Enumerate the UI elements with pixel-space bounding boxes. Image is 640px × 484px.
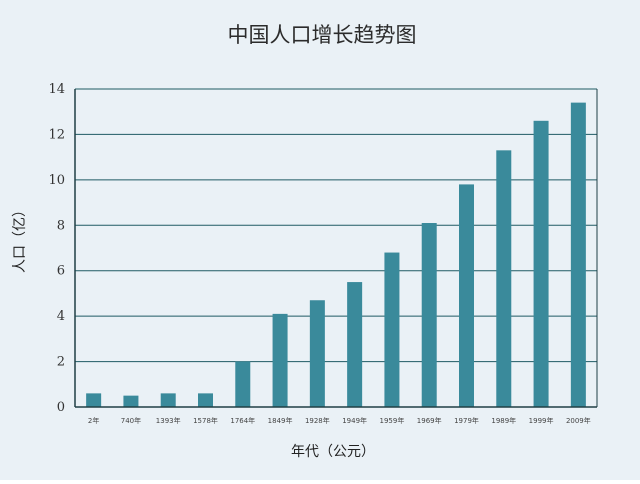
- bars: [86, 102, 586, 408]
- y-tick-labels: 0 2 4 6 8 10 12 14: [48, 82, 65, 415]
- x-tick-label: 1999年: [529, 416, 554, 425]
- y-tick-label: 10: [48, 173, 65, 188]
- chart-title: 中国人口增长趋势图: [228, 23, 417, 47]
- y-tick-label: 6: [57, 264, 65, 279]
- bar: [570, 102, 586, 407]
- x-tick-label: 1928年: [305, 416, 330, 425]
- x-tick-label: 1989年: [491, 416, 516, 425]
- gridlines: [75, 88, 597, 363]
- x-tick-label: 1764年: [230, 416, 255, 425]
- bar: [123, 395, 139, 407]
- x-tick-label: 1849年: [268, 416, 293, 425]
- x-tick-label: 1959年: [380, 416, 405, 425]
- x-axis-title: 年代（公元）: [291, 444, 375, 460]
- x-tick-labels: 2年 740年 1393年 1578年 1764年 1849年 1928年 1949年 1959…: [88, 416, 591, 425]
- x-tick-label: 2年: [88, 416, 99, 425]
- bar: [272, 313, 288, 407]
- bar: [459, 184, 474, 407]
- bar: [533, 120, 549, 408]
- x-tick-label: 1393年: [156, 416, 181, 425]
- x-tick-label: 1979年: [454, 416, 479, 425]
- x-tick-label: 1969年: [417, 416, 442, 425]
- bar: [160, 393, 176, 407]
- y-tick-label: 14: [48, 82, 65, 97]
- bar: [309, 300, 325, 407]
- bar: [235, 361, 251, 407]
- bar: [496, 150, 512, 408]
- y-tick-label: 0: [57, 400, 65, 415]
- x-tick-label: 2009年: [566, 416, 591, 425]
- bar: [384, 252, 400, 407]
- y-tick-label: 8: [57, 218, 65, 233]
- y-tick-label: 4: [57, 309, 65, 324]
- bar: [198, 393, 213, 407]
- bar: [421, 223, 437, 407]
- bar: [86, 393, 102, 407]
- y-tick-label: 2: [57, 355, 65, 370]
- y-axis-title: 人口（亿）: [12, 203, 28, 273]
- bar: [347, 282, 363, 407]
- x-tick-label: 1949年: [342, 416, 367, 425]
- axes: [74, 89, 598, 408]
- x-tick-label: 740年: [121, 416, 141, 425]
- x-tick-label: 1578年: [193, 416, 218, 425]
- y-tick-label: 12: [48, 127, 65, 142]
